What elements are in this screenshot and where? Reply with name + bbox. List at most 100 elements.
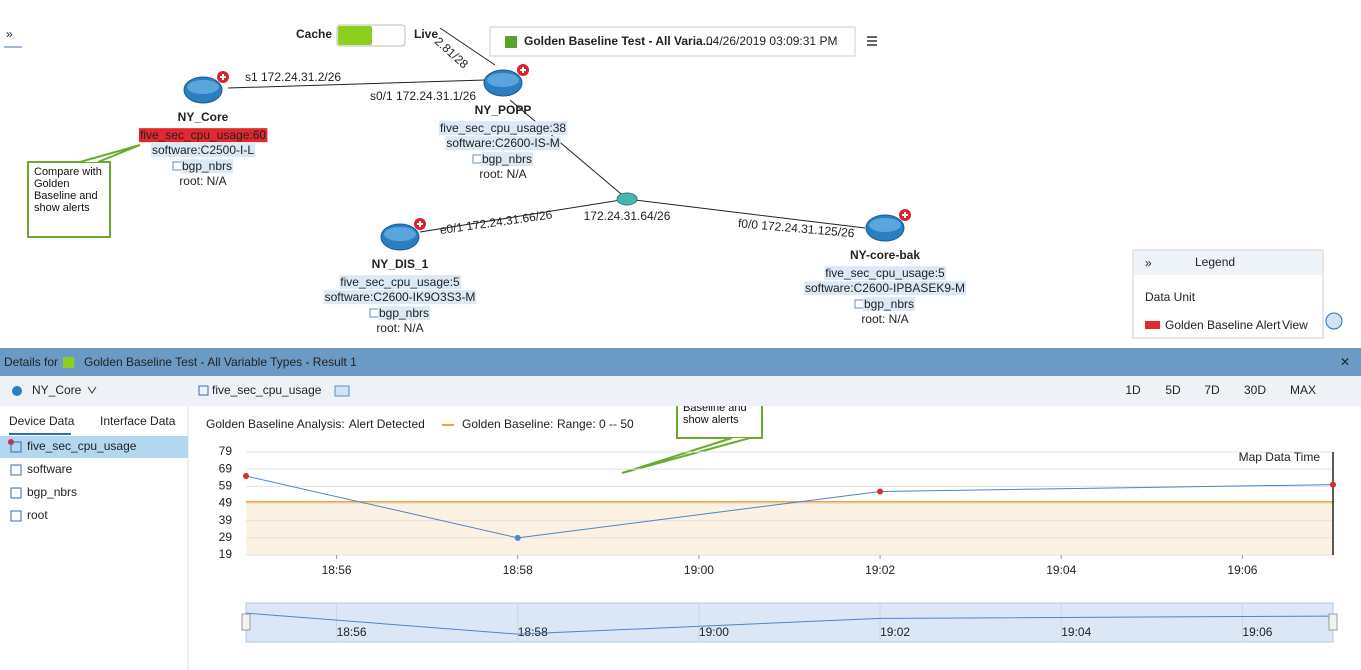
node-label[interactable]: NY_Core: [178, 110, 229, 124]
alert-plus: [520, 67, 526, 73]
link-label: s1 172.24.31.2/26: [245, 70, 341, 84]
node-software: software:C2600-IK9O3S3-M: [325, 290, 476, 304]
text-highlight: [180, 159, 234, 174]
test-name[interactable]: Golden Baseline Test - All Varia...: [524, 34, 713, 48]
variable-item[interactable]: root: [27, 508, 48, 522]
details-icon: [63, 357, 74, 368]
hub-label: 172.24.31.64/26: [584, 209, 671, 223]
legend-collapse[interactable]: »: [1145, 256, 1152, 270]
series-line: [245, 475, 1334, 539]
legend-title: Legend: [1195, 255, 1235, 269]
device-chevron[interactable]: [87, 386, 97, 394]
data-point: [243, 473, 249, 480]
navigator-tick-label: 19:04: [1061, 625, 1091, 639]
test-box: [489, 26, 856, 57]
x-tick-label: 18:58: [503, 563, 533, 577]
y-tick-label: 79: [219, 444, 233, 458]
navigator-tick-label: 19:00: [699, 625, 729, 639]
x-tick-label: 19:02: [865, 563, 895, 577]
text-highlight: [438, 121, 568, 136]
expand-icon[interactable]: »: [6, 27, 13, 41]
variable-item[interactable]: software: [27, 462, 73, 476]
data-point: [877, 488, 884, 495]
legend-item: Golden Baseline Alert: [1165, 318, 1281, 332]
tab-bar: [0, 376, 1361, 406]
y-tick-label: 59: [219, 479, 233, 493]
link: [626, 198, 866, 229]
text-highlight: [480, 152, 534, 167]
node-cpu: five_sec_cpu_usage:60: [140, 128, 266, 142]
legend-swatch: [1145, 321, 1160, 329]
legend-button[interactable]: [1325, 312, 1343, 330]
legend-data-unit: Data Unit: [1145, 290, 1196, 304]
x-tick-label: 19:00: [684, 563, 714, 577]
legend-view[interactable]: View: [1282, 318, 1308, 332]
device-icon: [12, 386, 22, 396]
router-top: [487, 73, 519, 87]
variable-tab[interactable]: five_sec_cpu_usage: [212, 383, 322, 397]
node-root: root: N/A: [376, 321, 423, 335]
navigator-tick-label: 18:58: [518, 625, 548, 639]
node-root: root: N/A: [179, 174, 226, 188]
node-table[interactable]: bgp_nbrs: [482, 152, 532, 166]
baseline-band: [246, 501, 1333, 555]
range-button[interactable]: 7D: [1204, 383, 1220, 397]
range-button[interactable]: 5D: [1165, 383, 1181, 397]
node-root: root: N/A: [861, 312, 908, 326]
navigator-tick-label: 18:56: [337, 625, 367, 639]
item-icon: [10, 464, 22, 476]
cache-label: Cache: [296, 27, 332, 41]
link-label: s0/1 172.24.31.1/26: [370, 89, 476, 103]
variable-item[interactable]: five_sec_cpu_usage: [27, 439, 137, 453]
text-highlight: [339, 275, 462, 290]
device-tab[interactable]: NY_Core: [32, 383, 82, 397]
node-label[interactable]: NY-core-bak: [850, 248, 920, 262]
node-cpu: five_sec_cpu_usage:5: [340, 275, 460, 289]
range-button[interactable]: 1D: [1125, 383, 1141, 397]
table-icon: [854, 299, 865, 309]
range-button[interactable]: MAX: [1290, 383, 1316, 397]
close[interactable]: ✕: [1340, 355, 1350, 369]
text-highlight: [803, 281, 967, 296]
navigator-handle[interactable]: [241, 613, 251, 631]
text-highlight: [377, 306, 431, 321]
data-tab[interactable]: Interface Data: [100, 414, 176, 428]
node-label[interactable]: NY_DIS_1: [372, 257, 429, 271]
navigator-line: [245, 612, 1334, 635]
data-point: [1330, 481, 1336, 488]
node-software: software:C2600-IPBASEK9-M: [805, 281, 965, 295]
node-label[interactable]: NY_POPP: [475, 103, 532, 117]
y-tick-label: 49: [219, 496, 233, 510]
node-table[interactable]: bgp_nbrs: [379, 306, 429, 320]
table-icon: [369, 308, 380, 318]
node-root: root: N/A: [479, 167, 526, 181]
text-highlight: [824, 266, 947, 281]
node-table[interactable]: bgp_nbrs: [182, 159, 232, 173]
x-tick-label: 18:56: [322, 563, 352, 577]
y-tick-label: 29: [219, 530, 233, 544]
details-prefix: Details for: [4, 355, 58, 369]
x-tick-label: 19:06: [1227, 563, 1257, 577]
navigator-tick-label: 19:06: [1242, 625, 1272, 639]
navigator-handle[interactable]: [1328, 613, 1338, 631]
text-highlight: [862, 297, 916, 312]
data-point: [514, 534, 521, 541]
y-tick-label: 19: [219, 547, 233, 561]
details-title: Golden Baseline Test - All Variable Type…: [84, 355, 357, 369]
node-software: software:C2600-IS-M: [446, 136, 559, 150]
alert-plus: [417, 221, 423, 227]
node-software: software:C2500-I-L: [152, 143, 254, 157]
range-button[interactable]: 30D: [1244, 383, 1266, 397]
analysis-status: Alert Detected: [349, 417, 425, 431]
variable-item[interactable]: bgp_nbrs: [27, 485, 77, 499]
variable-action[interactable]: [334, 385, 350, 397]
table-icon: [172, 161, 183, 171]
link: [227, 79, 486, 89]
router-top: [869, 218, 901, 232]
data-tab[interactable]: Device Data: [9, 414, 75, 428]
x-tick-label: 19:04: [1046, 563, 1076, 577]
link-label: 2.81/28: [432, 34, 471, 71]
node-table[interactable]: bgp_nbrs: [864, 297, 914, 311]
link: [439, 27, 496, 66]
